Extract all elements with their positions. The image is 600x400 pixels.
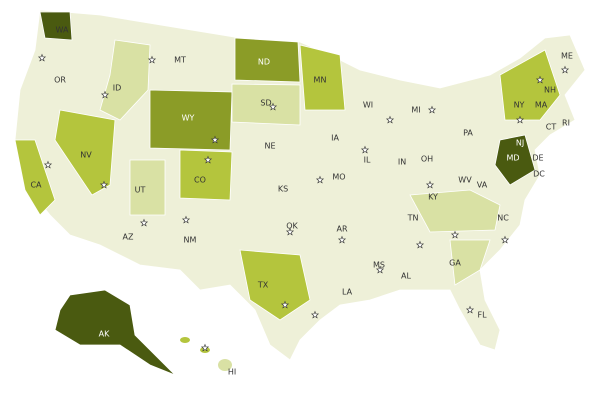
capital-star (100, 90, 110, 99)
region (239, 249, 311, 321)
state-label: DE (532, 154, 543, 163)
region (14, 139, 56, 216)
state-label: FL (477, 311, 487, 320)
state-label: NV (80, 151, 92, 160)
state-label: RI (562, 119, 570, 128)
state-label: OH (421, 155, 433, 164)
state-label: MA (535, 101, 548, 110)
state-label: OR (54, 76, 66, 85)
state-label: AL (401, 272, 411, 281)
state-label: ID (113, 84, 122, 93)
capital-star (210, 135, 220, 144)
state-label: AK (99, 330, 110, 339)
state-label: SD (260, 99, 271, 108)
region (39, 11, 73, 41)
hawaii (218, 359, 232, 371)
capital-star (280, 300, 290, 309)
state-label: KS (278, 185, 288, 194)
region (494, 134, 536, 186)
capital-star (465, 305, 475, 314)
state-label: NE (264, 142, 275, 151)
capital-star (450, 230, 460, 239)
region (99, 39, 151, 121)
state-label: NC (497, 214, 509, 223)
state-label: AR (336, 225, 347, 234)
capital-star (337, 235, 347, 244)
capital-star (427, 105, 437, 114)
capital-star (147, 55, 157, 64)
region (179, 149, 233, 201)
state-label: ND (258, 58, 270, 67)
capital-star (535, 75, 545, 84)
region (449, 239, 491, 286)
states (14, 9, 586, 376)
region (409, 189, 501, 233)
region (299, 44, 346, 111)
capital-star (37, 53, 47, 62)
capital-star (360, 145, 370, 154)
capital-star (310, 310, 320, 319)
state-labels: WA OR CA NV ID MT WY UT AZ NM CO ND SD NE KS OK TX MN IA MO… (30, 26, 573, 377)
state-label: VA (477, 181, 488, 190)
state-label: MN (314, 76, 327, 85)
capital-star (268, 102, 278, 111)
hawaii (200, 347, 210, 353)
state-label: CT (546, 123, 557, 132)
region (234, 37, 301, 83)
capital-star (139, 218, 149, 227)
state-label: CA (30, 181, 42, 190)
state-label: UT (135, 186, 146, 195)
state-label: NJ (516, 139, 524, 148)
capital-star (99, 180, 109, 189)
capital-star (375, 265, 385, 274)
capital-star (203, 155, 213, 164)
state-label: MI (411, 106, 420, 115)
state-label: IA (331, 134, 339, 143)
region (231, 83, 301, 126)
state-label: MS (373, 261, 385, 270)
state-label: NH (544, 86, 556, 95)
state-label: LA (342, 288, 353, 297)
state-label: PA (463, 129, 473, 138)
state-label: NM (184, 236, 197, 245)
state-label: GA (449, 259, 461, 268)
state-label: DC (533, 170, 545, 179)
state-label: MT (174, 56, 186, 65)
state-label: WY (182, 114, 195, 123)
region (499, 49, 561, 121)
state-label: IN (398, 158, 406, 167)
state-label: KY (428, 193, 438, 202)
capital-star (560, 65, 570, 74)
state-label: WV (458, 176, 472, 185)
state-label: CO (194, 176, 206, 185)
region (54, 109, 116, 196)
capital-star (500, 235, 510, 244)
capital-star (385, 115, 395, 124)
state-label: OK (286, 222, 298, 231)
capital-star (415, 240, 425, 249)
hawaii (180, 337, 190, 343)
capital-star (515, 115, 525, 124)
state-label: TX (257, 281, 269, 290)
state-label: NY (514, 101, 525, 110)
capital-star (200, 343, 210, 352)
state-label: WI (363, 101, 373, 110)
state-label: ME (561, 52, 573, 61)
region (129, 159, 166, 216)
state-label: IL (364, 156, 371, 165)
state-label: MD (506, 154, 519, 163)
alaska (54, 289, 176, 376)
capital-star (43, 160, 53, 169)
capital-star (181, 215, 191, 224)
capital-star (315, 175, 325, 184)
state-label: HI (228, 368, 236, 377)
state-label: TN (407, 214, 419, 223)
capital-star (425, 180, 435, 189)
state-label: WA (56, 26, 69, 35)
region (149, 89, 233, 151)
state-label: MO (332, 173, 345, 182)
capital-star (285, 227, 295, 236)
state-label: AZ (123, 233, 134, 242)
